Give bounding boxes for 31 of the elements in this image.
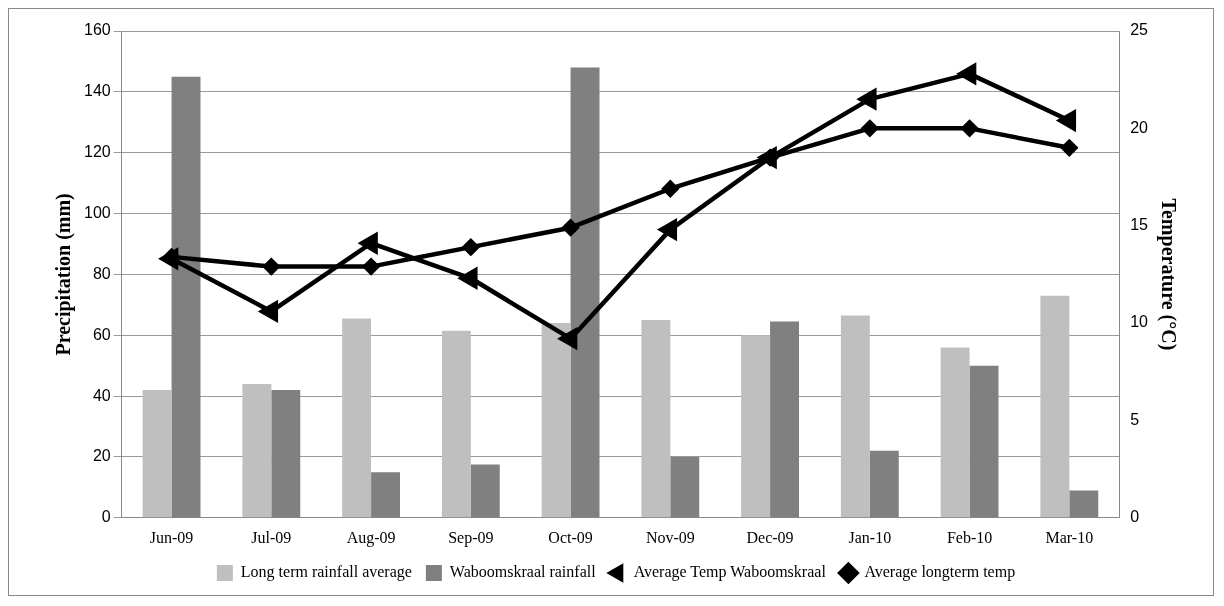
y2-tick-label: 20 xyxy=(1130,118,1149,136)
legend-label: Waboomskraal rainfall xyxy=(449,563,597,581)
x-tick-label: Aug-09 xyxy=(346,528,396,547)
y-tick-label: 160 xyxy=(83,21,111,39)
x-tick-label: Jul-09 xyxy=(251,528,292,546)
y-axis-title: Precipitation (mm) xyxy=(52,193,76,356)
y2-axis-title: Temperature (°C) xyxy=(1156,198,1180,351)
y-tick-label: 0 xyxy=(101,508,111,526)
x-tick-label: Mar-10 xyxy=(1045,528,1094,546)
y-tick-label: 120 xyxy=(83,143,111,161)
y-tick-label: 40 xyxy=(92,386,111,404)
y2-tick-label: 10 xyxy=(1130,313,1149,331)
legend-label: Long term rainfall average xyxy=(240,563,412,582)
y-tick-label: 140 xyxy=(83,82,111,100)
x-tick-label: Jan-10 xyxy=(848,528,892,546)
x-tick-label: Jun-09 xyxy=(149,528,194,546)
y2-tick-label: 15 xyxy=(1130,216,1149,234)
x-tick-label: Sep-09 xyxy=(448,528,494,547)
y2-tick-label: 0 xyxy=(1130,508,1140,526)
x-tick-label: Dec-09 xyxy=(746,528,794,546)
y-tick-label: 80 xyxy=(92,264,111,282)
x-tick-label: Nov-09 xyxy=(645,528,695,546)
y-tick-label: 20 xyxy=(92,447,111,465)
y2-tick-label: 5 xyxy=(1130,410,1140,428)
y-tick-label: 60 xyxy=(92,325,111,343)
x-tick-label: Oct-09 xyxy=(548,528,593,546)
y-tick-label: 100 xyxy=(83,203,111,221)
legend-label: Average Temp Waboomskraal xyxy=(633,563,827,582)
legend-label: Average longterm temp xyxy=(864,563,1016,582)
x-tick-label: Feb-10 xyxy=(946,528,993,546)
y2-tick-label: 25 xyxy=(1130,21,1149,39)
